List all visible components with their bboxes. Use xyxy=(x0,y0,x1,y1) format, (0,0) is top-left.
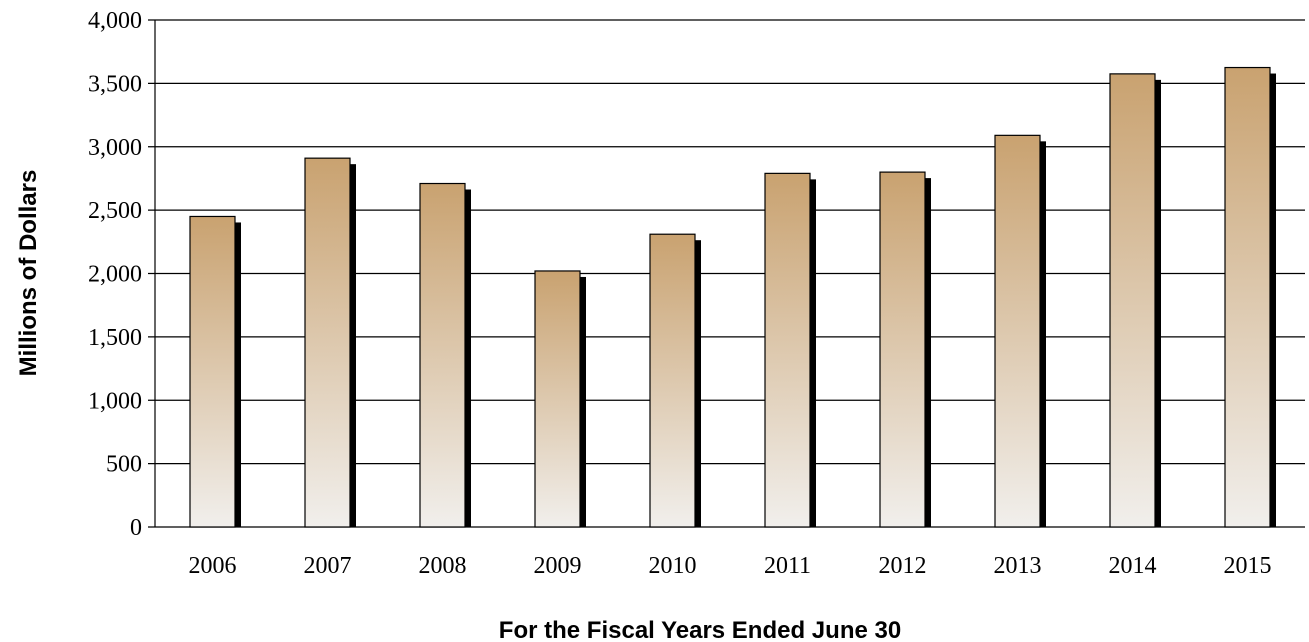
bar xyxy=(304,157,351,528)
x-tick-label: 2012 xyxy=(879,553,927,579)
bar xyxy=(764,172,811,528)
x-tick-label: 2010 xyxy=(649,553,697,579)
x-tick-label: 2014 xyxy=(1109,553,1157,579)
bar xyxy=(994,134,1041,528)
x-tick-label: 2008 xyxy=(419,553,467,579)
bars xyxy=(189,66,1276,528)
x-tick-label: 2015 xyxy=(1224,553,1272,579)
y-axis-title: Millions of Dollars xyxy=(15,170,42,377)
y-tick-label: 4,000 xyxy=(88,8,142,34)
y-tick-label: 3,500 xyxy=(88,71,142,97)
bar xyxy=(534,270,581,528)
y-tick-label: 3,000 xyxy=(88,135,142,161)
y-tick-label: 500 xyxy=(106,452,142,478)
x-axis-ticks: 2006 2007 2008 2009 2010 2011 2012 2013 2014 2015 xyxy=(189,553,1272,579)
x-axis-title: For the Fiscal Years Ended June 30 xyxy=(499,617,901,642)
bar xyxy=(189,215,236,528)
y-tick-label: 2,000 xyxy=(88,262,142,288)
y-tick-label: 2,500 xyxy=(88,198,142,224)
bar xyxy=(419,182,466,528)
x-tick-label: 2006 xyxy=(189,553,237,579)
x-tick-label: 2009 xyxy=(534,553,582,579)
bar xyxy=(1224,66,1271,528)
x-tick-label: 2013 xyxy=(994,553,1042,579)
bar xyxy=(1109,73,1156,528)
y-tick-label: 1,000 xyxy=(88,388,142,414)
y-axis-ticks: 0 500 1,000 1,500 2,000 2,500 3,000 3,500 4,000 xyxy=(88,8,142,541)
x-tick-label: 2011 xyxy=(764,553,811,579)
x-tick-label: 2007 xyxy=(304,553,352,579)
y-tick-label: 1,500 xyxy=(88,325,142,351)
bar xyxy=(649,233,696,528)
bar xyxy=(879,171,926,528)
y-tick-label: 0 xyxy=(130,515,142,541)
